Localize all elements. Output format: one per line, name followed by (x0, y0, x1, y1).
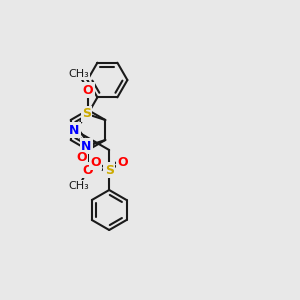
Text: CH₃: CH₃ (69, 69, 89, 80)
Text: N: N (69, 124, 80, 136)
Text: S: S (82, 107, 91, 120)
Text: O: O (90, 155, 101, 169)
Text: O: O (118, 155, 128, 169)
Text: O: O (83, 164, 93, 176)
Text: N: N (81, 140, 92, 153)
Text: S: S (105, 164, 114, 176)
Text: CH₃: CH₃ (69, 181, 89, 190)
Text: O: O (76, 151, 87, 164)
Text: O: O (83, 83, 93, 97)
